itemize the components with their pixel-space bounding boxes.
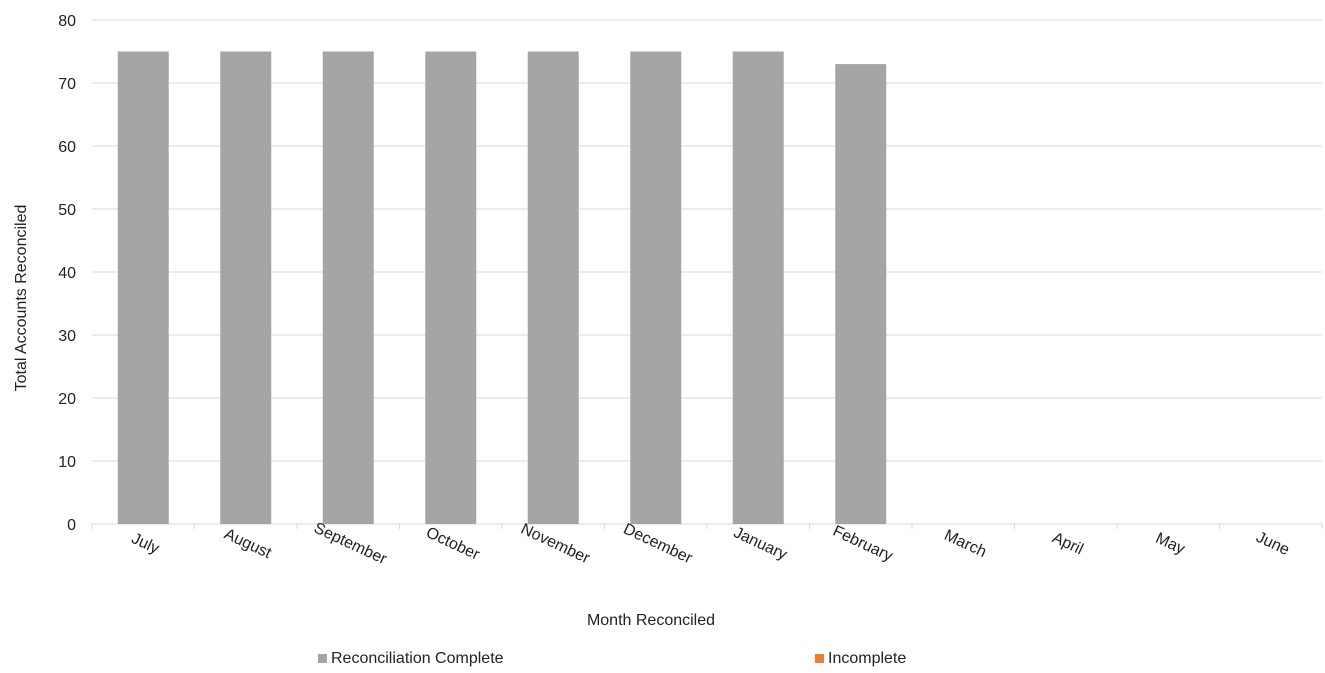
x-tick-label-october: October <box>423 524 482 564</box>
x-tick-label-january: January <box>731 524 790 563</box>
legend-swatch-incomplete <box>815 654 824 663</box>
y-axis-title: Total Accounts Reconciled <box>13 205 30 392</box>
x-tick-label-july: July <box>129 530 162 557</box>
x-tick-label-may: May <box>1153 530 1188 558</box>
legend: Reconciliation Complete Incomplete <box>318 650 906 667</box>
y-tick-label-60: 60 <box>58 139 76 156</box>
x-tick-label-november: November <box>518 521 593 568</box>
legend-item-complete: Reconciliation Complete <box>318 650 504 667</box>
y-tick-labels: 0 10 20 30 40 50 60 70 80 <box>58 13 76 534</box>
y-tick-label-30: 30 <box>58 328 76 345</box>
x-tick-label-february: February <box>830 523 895 565</box>
bar-december-series-0 <box>630 51 682 524</box>
y-tick-label-0: 0 <box>67 517 76 534</box>
gridlines <box>92 19 1322 462</box>
x-tick-labels: July August September October November Decemb… <box>129 520 1292 569</box>
y-tick-label-40: 40 <box>58 265 76 282</box>
x-tick-label-march: March <box>941 527 988 561</box>
bar-september-series-0 <box>322 51 374 524</box>
x-tick-label-june: June <box>1253 529 1292 559</box>
x-tick-label-december: December <box>621 521 696 568</box>
x-tick-label-april: April <box>1050 529 1086 558</box>
legend-item-incomplete: Incomplete <box>815 650 906 667</box>
x-tick-label-august: August <box>221 526 274 563</box>
legend-label-incomplete: Incomplete <box>828 650 906 667</box>
legend-label-complete: Reconciliation Complete <box>331 650 504 667</box>
bar-november-series-0 <box>527 51 579 524</box>
x-axis-title: Month Reconciled <box>587 612 715 629</box>
bar-august-series-0 <box>220 51 272 524</box>
y-tick-label-20: 20 <box>58 391 76 408</box>
y-tick-label-70: 70 <box>58 76 76 93</box>
y-tick-label-50: 50 <box>58 202 76 219</box>
legend-swatch-complete <box>318 654 327 663</box>
y-tick-label-80: 80 <box>58 13 76 30</box>
bar-october-series-0 <box>425 51 477 524</box>
bars <box>117 51 887 524</box>
x-tick-label-september: September <box>311 520 390 569</box>
bar-july-series-0 <box>117 51 169 524</box>
bar-february-series-0 <box>835 64 887 524</box>
axes <box>91 523 1323 529</box>
bar-january-series-0 <box>732 51 784 524</box>
y-tick-label-10: 10 <box>58 454 76 471</box>
